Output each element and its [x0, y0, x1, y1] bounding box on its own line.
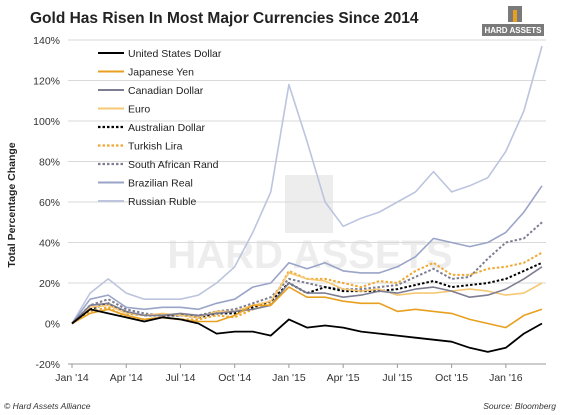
legend-label: Turkish Lira	[128, 141, 183, 153]
legend-label: Canadian Dollar	[128, 85, 204, 97]
logo-bar	[482, 24, 544, 36]
legend-label: Brazilian Real	[128, 178, 193, 190]
y-tick-label: 20%	[39, 278, 60, 290]
y-tick-label: 60%	[39, 197, 60, 209]
brand-logo: HARD ASSETS	[482, 6, 544, 36]
legend: United States Dollar Japanese Yen Canadian…	[98, 48, 222, 208]
series-line-japanese-yen	[71, 286, 543, 329]
footer-source: Source: Bloomberg	[483, 401, 556, 411]
y-tick-label: -20%	[35, 359, 60, 371]
legend-label: Japanese Yen	[128, 67, 194, 79]
chart-title: Gold Has Risen In Most Major Currencies …	[30, 10, 419, 27]
x-tick-label: Jul '15	[382, 372, 412, 384]
legend-label: Euro	[128, 104, 150, 116]
x-axis-ticks: Jan '14 Apr '14 Jul '14 Oct '14 Jan '15 Apr '…	[55, 364, 523, 384]
series-line-canadian-dollar	[71, 266, 543, 325]
legend-label: Russian Ruble	[128, 196, 196, 208]
y-tick-label: 100%	[33, 116, 60, 128]
gridlines	[68, 39, 546, 284]
footer-copyright: © Hard Assets Alliance	[4, 401, 91, 411]
x-tick-label: Jan '14	[55, 372, 89, 384]
x-tick-label: Apr '15	[327, 372, 360, 384]
y-axis-label: Total Percentage Change	[6, 142, 18, 267]
watermark: HARD ASSETS	[167, 175, 453, 277]
x-tick-label: Oct '14	[218, 372, 251, 384]
series-line-brazilian-real	[71, 185, 543, 324]
y-tick-label: 40%	[39, 238, 60, 250]
legend-label: United States Dollar	[128, 48, 222, 60]
y-tick-label: 140%	[33, 35, 60, 47]
y-tick-label: 120%	[33, 76, 60, 88]
logo-text: HARD ASSETS	[484, 26, 542, 35]
series-lines	[71, 45, 543, 353]
y-tick-label: 80%	[39, 157, 60, 169]
watermark-text: HARD ASSETS	[167, 233, 452, 277]
logo-mark-accent	[513, 10, 517, 22]
legend-label: Australian Dollar	[128, 122, 206, 134]
x-tick-label: Apr '14	[110, 372, 143, 384]
y-axis-ticks: -20% 0% 20% 40% 60% 80% 100% 120% 140%	[33, 35, 60, 371]
x-tick-label: Jul '14	[165, 372, 195, 384]
x-tick-label: Jan '16	[489, 372, 523, 384]
x-tick-label: Oct '15	[435, 372, 468, 384]
legend-label: South African Rand	[128, 159, 219, 171]
y-tick-label: 0%	[45, 319, 60, 331]
series-line-united-states-dollar	[71, 308, 543, 353]
series-line-russian-ruble	[71, 45, 543, 324]
x-tick-label: Jan '15	[272, 372, 306, 384]
